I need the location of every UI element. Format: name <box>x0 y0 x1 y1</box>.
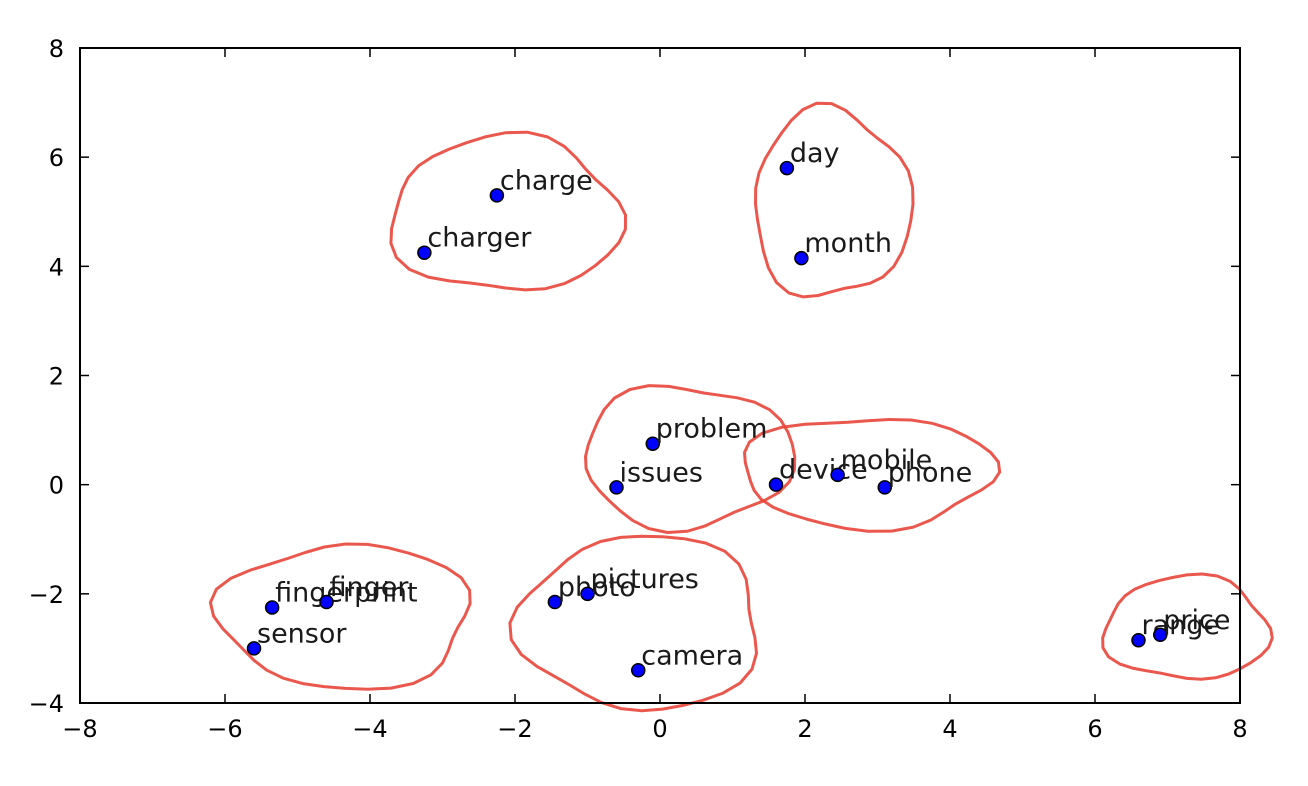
data-point <box>631 663 646 678</box>
cluster-annotations <box>208 101 1274 713</box>
data-point <box>794 250 809 266</box>
y-tick-label: −2 <box>29 581 64 609</box>
data-point <box>877 480 892 495</box>
y-tick-label: 6 <box>49 144 64 172</box>
axis-ticks: −8 −6 −4 −2 0 2 4 6 8 −4 −2 0 2 4 6 8 <box>29 35 1248 743</box>
point-label: month <box>804 228 892 259</box>
y-tick-label: 8 <box>49 35 64 63</box>
plot-frame <box>79 47 1241 704</box>
data-point <box>417 245 432 260</box>
cluster-outline <box>1101 572 1274 681</box>
data-point <box>830 467 845 483</box>
data-point <box>580 586 595 602</box>
y-tick-label: −4 <box>29 690 64 718</box>
cluster-outline <box>508 534 758 713</box>
cluster-outline <box>743 418 1002 533</box>
x-tick-label: −4 <box>352 715 387 743</box>
cluster-outline <box>389 130 627 292</box>
x-tick-label: −2 <box>497 715 532 743</box>
data-point <box>779 160 795 176</box>
data-point <box>246 641 262 656</box>
point-label: device <box>779 455 868 486</box>
point-label: photo <box>558 572 636 603</box>
y-tick-label: 4 <box>49 253 64 281</box>
point-label: price <box>1163 605 1230 636</box>
data-point <box>645 436 660 451</box>
x-tick-label: −8 <box>62 715 97 743</box>
point-label: mobile <box>841 445 933 476</box>
point-label: day <box>790 138 840 169</box>
y-tick-label: 0 <box>49 472 64 500</box>
point-label: charge <box>500 165 593 196</box>
x-tick-label: 6 <box>1087 715 1102 743</box>
data-point <box>319 594 334 610</box>
x-tick-label: 0 <box>652 715 667 743</box>
x-tick-label: 2 <box>797 715 812 743</box>
cluster-outline <box>754 101 915 299</box>
point-label: camera <box>641 640 743 671</box>
data-point <box>1131 632 1146 648</box>
data-points: charge charger day month problem issues device… <box>246 138 1230 678</box>
data-point <box>768 477 784 492</box>
data-point <box>264 600 280 615</box>
cluster-outline <box>208 542 472 691</box>
data-point <box>547 594 563 610</box>
x-tick-label: −6 <box>207 715 242 743</box>
point-label: phone <box>888 457 973 488</box>
cluster-outline <box>584 384 797 534</box>
point-label: issues <box>620 457 703 488</box>
point-label: fingerprint <box>275 577 417 608</box>
point-label: charger <box>427 223 532 254</box>
x-tick-label: 8 <box>1232 715 1247 743</box>
point-label: finger <box>330 572 410 603</box>
point-label: problem <box>656 414 768 445</box>
y-tick-label: 2 <box>49 363 64 391</box>
data-point <box>609 480 624 495</box>
point-label: sensor <box>257 618 347 649</box>
x-tick-label: 4 <box>942 715 957 743</box>
data-point <box>489 188 505 203</box>
data-point <box>1153 627 1168 643</box>
point-label: pictures <box>591 564 699 595</box>
